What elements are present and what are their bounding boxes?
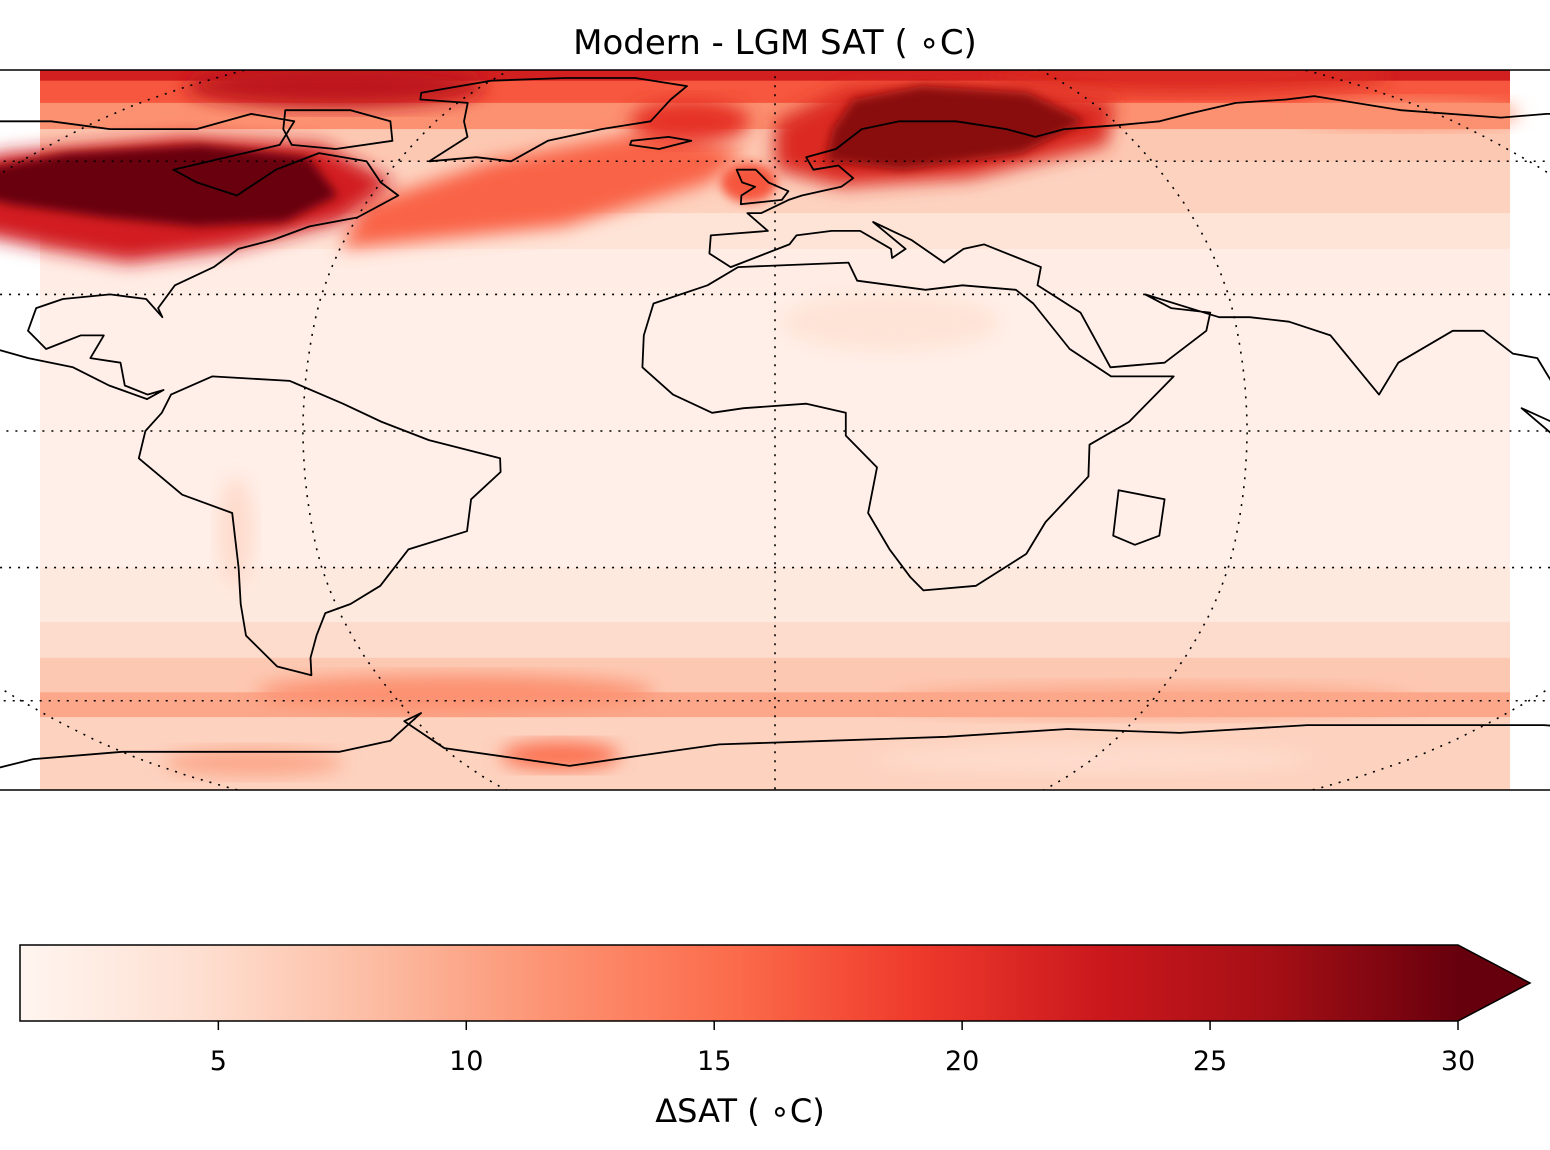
anomaly-arctic-siberia xyxy=(987,70,1388,94)
anomaly-fennoscandia-core xyxy=(825,86,1086,170)
coast-antarctica xyxy=(0,712,1550,788)
coastlines xyxy=(0,77,1550,788)
meridian-gridline xyxy=(1277,70,1550,790)
anomaly-north-atlantic xyxy=(339,129,745,249)
coast-eurasia xyxy=(708,95,1550,423)
coast-sumatra xyxy=(1520,407,1550,460)
colorbar-tick-label: 10 xyxy=(449,1046,483,1077)
coast-madagascar xyxy=(1112,489,1166,546)
meridian-gridline xyxy=(0,70,273,790)
anomaly-southern-ocean-atlantic xyxy=(255,674,656,711)
anomaly-arctic-canada xyxy=(184,70,485,109)
coast-baffin xyxy=(282,109,394,150)
coast-iceland xyxy=(629,136,693,150)
latitude-band xyxy=(40,567,1510,624)
anomaly-sahara xyxy=(780,291,1001,352)
graticule xyxy=(0,70,1550,790)
colorbar-tick-label: 30 xyxy=(1441,1046,1475,1077)
anomaly-north-siberia xyxy=(1298,99,1519,128)
colorbar-tick-label: 20 xyxy=(945,1046,979,1077)
anomaly-laurentide-core xyxy=(0,144,338,227)
coast-north-america xyxy=(0,113,400,400)
latitude-band xyxy=(40,294,1510,569)
colorbar: 5 10 15 20 25 30 ΔSAT ( ∘C) xyxy=(19,944,1532,1130)
map-border xyxy=(0,69,1550,791)
colorbar-extend-arrow xyxy=(1458,945,1530,1021)
map-panel xyxy=(0,69,1550,791)
colorbar-tick-label: 15 xyxy=(697,1046,731,1077)
anomaly-british-isles xyxy=(720,162,777,203)
latitude-band xyxy=(40,70,1510,82)
temperature-field xyxy=(0,70,1519,790)
colorbar-gradient xyxy=(20,945,1458,1021)
map-title: Modern - LGM SAT ( ∘C) xyxy=(573,23,977,63)
coast-africa xyxy=(641,261,1175,592)
coast-britain xyxy=(735,168,790,206)
latitude-band xyxy=(40,248,1510,296)
coast-greenland xyxy=(419,77,688,163)
coast-south-america xyxy=(137,375,502,677)
anomaly-east-antarctica xyxy=(872,745,1313,774)
anomaly-southern-ocean-indian xyxy=(892,684,1413,717)
colorbar-ticks: 5 10 15 20 25 30 xyxy=(210,1021,1475,1077)
anomaly-andes xyxy=(217,476,254,587)
colorbar-tick-label: 25 xyxy=(1193,1046,1227,1077)
colorbar-label: ΔSAT ( ∘C) xyxy=(655,1092,824,1130)
anomaly-west-antarctica xyxy=(163,748,344,777)
colorbar-tick-label: 5 xyxy=(210,1046,227,1077)
colorbar-outline xyxy=(19,944,1532,1022)
